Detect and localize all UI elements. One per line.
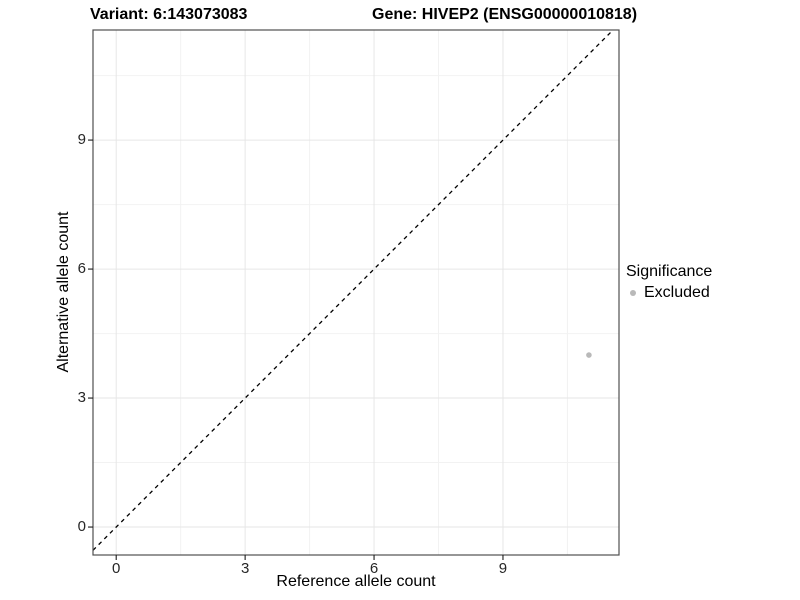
y-tick-label: 9 [77,131,86,149]
legend: Significance Excluded [626,263,712,302]
legend-item-excluded: Excluded [630,284,712,302]
legend-title: Significance [626,263,713,280]
x-tick-label: 3 [240,560,250,577]
panel-border [92,29,620,556]
scatter-point [586,352,592,358]
plot-title-variant: Variant: 6:143073083 [90,6,248,23]
plot-panel [93,30,619,555]
y-tick-label: 0 [77,518,86,536]
y-tick-label: 6 [77,260,86,278]
identity-reference-line [92,29,614,551]
x-tick-label: 0 [112,560,121,577]
legend-item-label: Excluded [644,284,710,301]
x-tick-label: 6 [369,560,379,577]
y-tick-label: 3 [77,389,86,407]
y-axis-title: Alternative allele count [55,211,72,373]
x-tick-label: 9 [498,560,508,577]
plot-title-gene: Gene: HIVEP2 (ENSG00000010818) [372,6,638,23]
legend-key-dot-icon [630,290,636,296]
x-axis-title: Reference allele count [276,573,436,590]
